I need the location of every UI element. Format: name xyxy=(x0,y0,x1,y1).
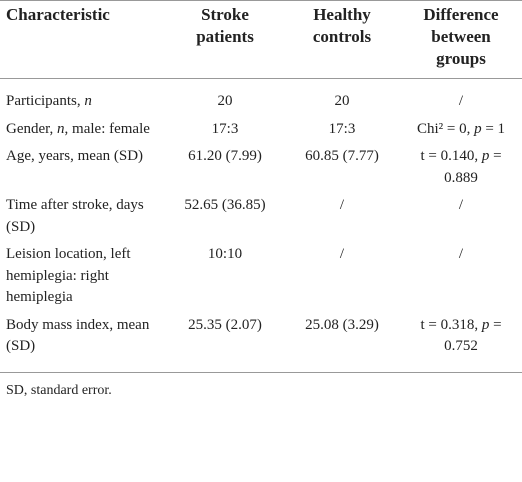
footnote: SD, standard error. xyxy=(6,382,112,398)
data-table: Characteristic Stroke patients Healthy con… xyxy=(0,0,522,373)
text-run: Participants, xyxy=(6,93,85,109)
table-cell: 20 xyxy=(334,93,350,109)
table-cell: / xyxy=(458,197,464,213)
header-cell: Stroke patients xyxy=(166,0,284,79)
text-run: , male: female xyxy=(64,120,150,137)
table-cell: 20 xyxy=(217,93,233,109)
text-run: n xyxy=(84,93,92,109)
table-cell: Age, years, mean (SD) xyxy=(6,148,144,164)
text-run: = 0.889 xyxy=(444,148,502,186)
table-cell: 60.85 (7.77) xyxy=(305,148,379,164)
table-cell: Time after stroke, days (SD) xyxy=(6,197,144,235)
header-cell: Healthy controls xyxy=(284,0,400,79)
table-row: Body mass index, mean (SD) 25.35 (2.07) 25… xyxy=(0,310,522,373)
text-run: n xyxy=(57,120,65,137)
table-body: Participants, n 20 20/Gender, n, male: fem… xyxy=(0,79,522,373)
table-row: Gender, n, male: female 17:3 17:3 Chi² = 0,… xyxy=(0,115,522,143)
text-run: t = 0.140, xyxy=(420,148,482,164)
header-cell: Characteristic xyxy=(0,0,166,79)
text-run: t = 0.318, xyxy=(420,316,482,333)
text-run: p xyxy=(474,120,482,137)
header-row: Characteristic Stroke patients Healthy con… xyxy=(0,0,522,79)
text-run: Gender, xyxy=(6,120,58,137)
text-run: p xyxy=(481,316,490,333)
table-cell: Leision location, left hemiplegia: right… xyxy=(6,246,131,305)
table-cell: / xyxy=(458,93,464,109)
table-row: Leision location, left hemiplegia: right… xyxy=(0,240,522,311)
header-cell: Difference between groups xyxy=(400,0,522,79)
text-run: = 1 xyxy=(481,120,506,137)
table-cell: 17:3 xyxy=(211,120,239,137)
table-cell: 25.35 (2.07) xyxy=(166,310,284,373)
table-cell: t = 0.140, p = 0.889 xyxy=(400,142,522,191)
text-run: = 0.752 xyxy=(444,316,502,355)
table-row: Participants, n 20 20 / xyxy=(0,79,522,115)
table-cell: 52.65 (36.85) xyxy=(184,197,266,213)
table-cell: / xyxy=(458,246,464,262)
text-run: Chi² = 0, xyxy=(416,120,475,137)
table-cell: / xyxy=(339,197,345,213)
table-cell: 10:10 xyxy=(207,246,243,262)
table-cell: 25.08 (3.29) xyxy=(284,310,400,373)
table-row: Age, years, mean (SD) 61.20 (7.99) 60.85 (… xyxy=(0,142,522,191)
table-cell: 17:3 xyxy=(328,120,356,137)
table-cell: 61.20 (7.99) xyxy=(188,148,262,164)
table-cell: Body mass index, mean (SD) xyxy=(0,310,166,373)
text-run: p xyxy=(481,148,490,164)
table-cell: Gender, n, male: female xyxy=(0,115,166,143)
table-cell: Participants, n xyxy=(0,79,166,115)
table-row: Time after stroke, days (SD) 52.65 (36.85… xyxy=(0,191,522,240)
table-cell: Chi² = 0, p = 1 xyxy=(400,115,522,143)
table-cell: / xyxy=(339,246,345,262)
table-cell: t = 0.318, p = 0.752 xyxy=(400,310,522,373)
